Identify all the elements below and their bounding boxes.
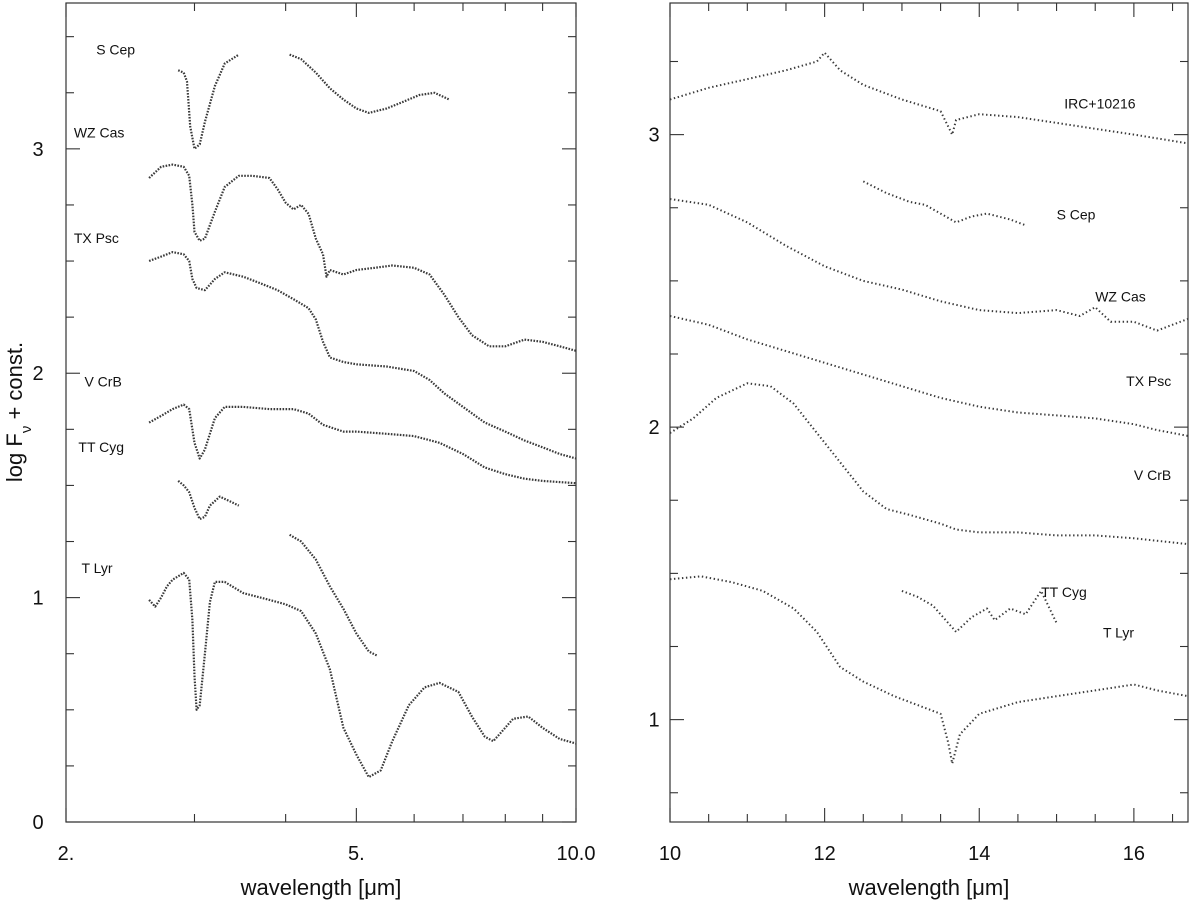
series-label: TX Psc	[1126, 373, 1171, 389]
series-tx-psc: TX Psc	[74, 230, 577, 460]
plot-frame	[65, 2, 577, 823]
x-tick-label: 16	[1123, 843, 1145, 865]
series-irc-10216: IRC+10216	[669, 51, 1189, 145]
spectrum-trace	[148, 403, 577, 485]
series-tt-cyg: TT Cyg	[78, 439, 240, 521]
series-tt-cyg: TT Cyg	[901, 584, 1087, 633]
series-s-cep: S Cep	[96, 42, 450, 150]
x-tick-label: 14	[968, 843, 990, 865]
y-tick-label: 3	[648, 125, 659, 147]
x-tick-label: 10.0	[557, 843, 596, 865]
series-v-crb: V CrB	[669, 382, 1189, 546]
series-t-lyr: T Lyr	[81, 533, 577, 779]
spectrum-trace	[669, 575, 1189, 765]
series-s-cep: S Cep	[862, 180, 1096, 227]
series-wz-cas: WZ Cas	[74, 125, 577, 352]
series-label: IRC+10216	[1064, 95, 1135, 111]
series-label: T Lyr	[1103, 625, 1134, 641]
spectrum-trace	[669, 315, 1189, 437]
y-tick-label: 1	[648, 710, 659, 732]
series-v-crb: V CrB	[84, 374, 577, 485]
series-label: V CrB	[84, 374, 121, 390]
spectrum-trace	[148, 251, 577, 460]
spectrum-trace	[669, 382, 1189, 546]
series-wz-cas: WZ Cas	[669, 198, 1189, 332]
series-label: WZ Cas	[74, 125, 125, 141]
spectrum-trace	[862, 180, 1026, 227]
series-label: WZ Cas	[1095, 288, 1146, 304]
spectrum-trace	[289, 533, 379, 657]
y-tick-label: 2	[648, 417, 659, 439]
y-axis-title: log Fν + const.	[2, 342, 35, 482]
series-label: S Cep	[1057, 206, 1096, 222]
x-axis-title: wavelength [μm]	[848, 875, 1010, 900]
x-tick-label: 12	[814, 843, 836, 865]
spectrum-trace	[148, 571, 577, 779]
series-tx-psc: TX Psc	[669, 315, 1189, 437]
x-tick-label: 10	[659, 843, 681, 865]
spectrum-trace	[177, 53, 240, 150]
y-tick-label: 3	[32, 139, 43, 161]
spectrum-trace	[177, 480, 240, 521]
series-label: TT Cyg	[1041, 584, 1087, 600]
series-label: TX Psc	[74, 230, 119, 246]
series-label: V CrB	[1134, 467, 1171, 483]
left-panel: 0 1 2 3 2. 5. 10.0 wavelength [μm] S Cep WZ Cas TX…	[32, 2, 596, 900]
y-tick-label: 1	[32, 588, 43, 610]
series-label: S Cep	[96, 42, 135, 58]
spectrum-trace	[289, 53, 450, 114]
series-label: T Lyr	[81, 560, 112, 576]
spectrum-trace	[148, 163, 577, 352]
spectrum-trace	[901, 589, 1058, 633]
x-tick-label: 2.	[58, 843, 75, 865]
series-label: TT Cyg	[78, 439, 124, 455]
y-tick-label: 0	[32, 812, 43, 834]
plot-frame	[669, 2, 1189, 823]
x-axis-title: wavelength [μm]	[240, 875, 402, 900]
y-tick-label: 2	[32, 363, 43, 385]
series-t-lyr: T Lyr	[669, 575, 1189, 765]
spectrum-trace	[669, 198, 1189, 332]
x-tick-label: 5.	[348, 843, 365, 865]
spectrum-trace	[669, 51, 1189, 145]
